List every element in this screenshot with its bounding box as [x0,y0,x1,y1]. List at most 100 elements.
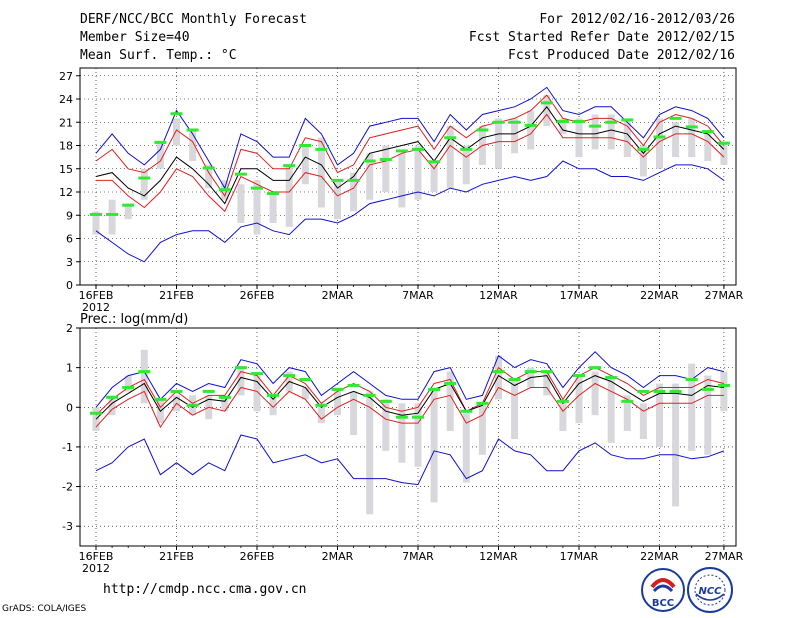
prec-observation-mark [508,378,521,382]
prec-observation-mark [540,370,553,374]
prec-observation-mark [186,403,199,407]
temp-ytick-label: 15 [59,163,73,176]
temp-range-bar [720,141,728,165]
temp-observation-mark [508,120,521,124]
prec-observation-mark [106,395,119,399]
prec-observation-mark [476,401,489,405]
temp-observation-mark [556,119,569,123]
prec-observation-mark [605,376,618,380]
prec-series-upper-blue [95,351,725,408]
prec-range-bar [688,363,696,451]
temp-observation-mark [347,178,360,182]
prec-xtick-label: 17MAR [560,550,599,563]
temp-range-bar [527,110,535,150]
prec-range-bar [140,349,148,404]
prec-range-bar [301,387,309,400]
prec-range-bar [108,395,116,416]
prec-range-bar [543,371,551,396]
prec-xtick-label: 2MAR [322,550,354,563]
temp-observation-mark [106,212,119,216]
prec-observation-mark [573,374,585,378]
prec-observation-mark [170,389,183,393]
prec-observation-mark [331,387,344,391]
prec-range-bar [656,383,663,447]
prec-observation-mark [122,385,135,389]
prec-ytick-label: -1 [62,441,73,454]
temp-range-bar [446,126,454,189]
temp-range-bar [559,118,567,134]
temp-ytick-label: 3 [66,256,73,269]
temp-ytick-label: 18 [59,140,73,153]
prec-observation-mark [556,399,569,403]
prec-xtick-year: 2012 [82,562,110,575]
temp-xtick-label: 17MAR [560,289,599,302]
prec-ytick-label: 2 [66,322,73,335]
bcc-logo-text: BCC [652,598,674,609]
prec-series-lower-blue [95,434,725,486]
prec-xtick-label: 21FEB [159,550,194,563]
temp-observation-mark [524,123,537,127]
prec-range-bar [124,375,132,392]
temp-range-bar [511,118,519,154]
temp-series-ensemble-mean [95,105,725,205]
prec-observation-mark [379,399,392,403]
prec-observation-mark [460,409,473,413]
temp-observation-mark [379,157,392,161]
temp-observation-mark [154,140,167,144]
prec-observation-mark [234,366,247,370]
ncc-logo: NCC [687,567,733,613]
prec-frame [79,327,737,547]
temp-observation-mark [395,149,408,153]
temp-observation-mark [428,160,441,164]
chart-title: DERF/NCC/BCC Monthly Forecast [80,12,307,27]
prec-ytick-label: -3 [62,520,73,533]
temp-ytick-label: 27 [59,70,73,83]
temp-observation-mark [701,130,714,134]
temp-range-bar [173,118,180,146]
temp-range-bar [607,114,615,150]
temp-xtick-year: 2012 [82,301,110,314]
temp-range-bar [414,145,422,200]
temp-range-bar [205,164,213,189]
prec-range-bar [317,403,325,424]
temp-observation-mark [170,112,183,116]
temp-ytick-label: 24 [59,93,73,106]
prec-observation-mark [701,387,714,391]
prec-observation-mark [299,378,312,382]
prec-range-bar [704,375,712,455]
temp-observation-mark [283,164,296,168]
prec-series-upper-red [95,366,725,416]
temp-ytick-label: 21 [59,116,73,129]
temp-observation-mark [186,128,199,132]
temp-range-bar [237,184,245,223]
prec-observation-mark [395,415,408,419]
temp-range-bar [253,180,261,235]
temp-range-bar [366,153,374,200]
temp-ytick-label: 9 [66,209,73,222]
prec-xtick-label: 12MAR [479,550,518,563]
temp-range-bar [108,199,116,235]
prec-range-bar [462,411,470,483]
source-url[interactable]: http://cmdp.ncc.cma.gov.cn [103,582,307,597]
temp-observation-mark [444,136,457,140]
prec-range-bar [478,403,486,455]
temp-range-bar [688,118,696,158]
prec-observation-mark [315,403,328,407]
variable-label: Mean Surf. Temp.: °C [80,48,237,63]
prec-observation-mark [218,395,231,399]
prec-observation-mark [637,389,650,393]
prec-observation-mark [347,383,360,387]
temp-observation-mark [218,188,231,192]
temp-observation-mark [299,144,312,147]
prec-observation-mark [685,378,698,382]
temp-range-bar [398,153,406,208]
prec-range-bar [495,355,502,400]
temp-range-bar [269,192,277,223]
temp-observation-mark [90,212,102,216]
prec-xtick-label: 26FEB [240,550,275,563]
temp-ytick-label: 6 [66,233,73,246]
temp-observation-mark [476,128,489,132]
prec-range-bar [607,375,615,443]
temp-range-bar [156,141,164,169]
prec-range-bar [639,403,647,439]
